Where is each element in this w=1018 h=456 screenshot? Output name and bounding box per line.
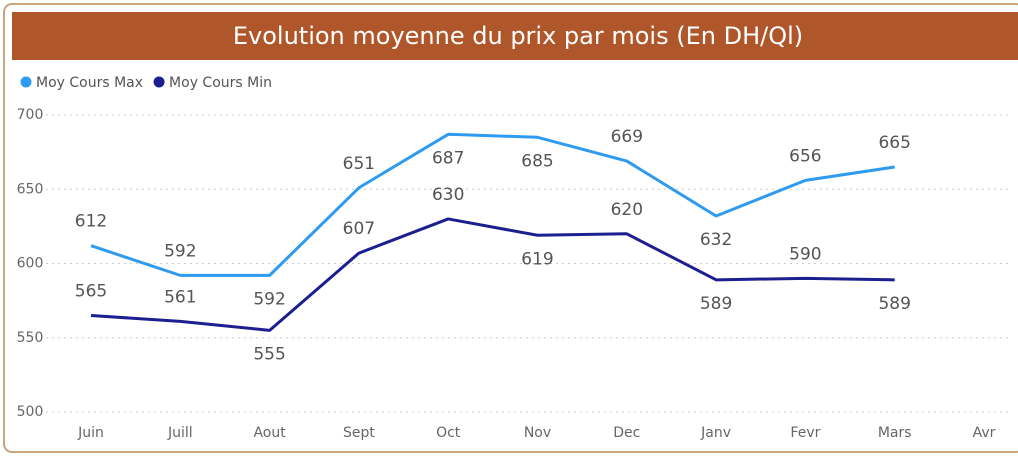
- x-tick-label: Nov: [524, 425, 551, 441]
- x-tick-label: Fevr: [790, 425, 820, 441]
- data-label: 590: [789, 244, 821, 264]
- x-tick-label: Mars: [878, 425, 912, 441]
- y-tick-label: 600: [17, 256, 44, 272]
- legend-label: Moy Cours Min: [169, 75, 272, 91]
- y-tick-label: 500: [17, 404, 44, 420]
- legend-swatch: [153, 76, 165, 88]
- legend-label: Moy Cours Max: [36, 75, 143, 91]
- y-tick-label: 550: [17, 330, 44, 346]
- y-tick-label: 700: [17, 107, 44, 123]
- x-tick-label: Avr: [973, 425, 996, 441]
- data-label: 651: [343, 154, 375, 174]
- data-label: 607: [343, 219, 375, 239]
- data-label: 632: [700, 230, 732, 250]
- x-tick-label: Juill: [167, 425, 193, 441]
- series-line: [90, 217, 895, 332]
- data-label: 620: [611, 200, 643, 220]
- x-tick-label: Juin: [77, 425, 104, 441]
- data-label: 687: [432, 148, 464, 168]
- x-tick-label: Aout: [253, 425, 286, 441]
- x-tick-label: Dec: [613, 425, 640, 441]
- data-label: 656: [789, 146, 821, 166]
- data-label: 665: [878, 133, 910, 153]
- data-label: 555: [253, 344, 285, 364]
- y-tick-label: 650: [17, 181, 44, 197]
- chart-title: Evolution moyenne du prix par mois (En D…: [233, 22, 803, 50]
- x-tick-label: Janv: [700, 425, 731, 441]
- data-label: 561: [164, 287, 196, 307]
- data-label: 619: [521, 249, 553, 269]
- data-label: 589: [700, 294, 732, 314]
- data-label: 565: [75, 281, 107, 301]
- title-bar: [12, 12, 1018, 60]
- series-line: [90, 132, 895, 277]
- data-label: 589: [878, 294, 910, 314]
- data-label: 685: [521, 151, 553, 171]
- data-label: 592: [164, 241, 196, 261]
- data-label: 669: [611, 127, 643, 147]
- data-label: 592: [253, 289, 285, 309]
- data-label: 630: [432, 185, 464, 205]
- card: [3, 3, 1018, 453]
- data-label: 612: [75, 212, 107, 232]
- x-tick-label: Sept: [343, 425, 375, 441]
- legend-swatch: [20, 76, 32, 88]
- x-tick-label: Oct: [436, 425, 461, 441]
